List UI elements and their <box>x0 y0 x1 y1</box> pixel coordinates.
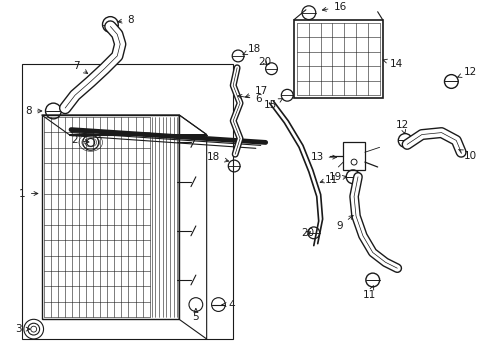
Text: 2: 2 <box>71 135 89 145</box>
Text: 17: 17 <box>245 86 267 98</box>
Text: 20: 20 <box>301 228 313 238</box>
Bar <box>343 143 364 170</box>
Text: 10: 10 <box>458 150 476 161</box>
Text: 1: 1 <box>19 189 38 198</box>
Text: 13: 13 <box>310 152 336 162</box>
Text: 12: 12 <box>395 120 408 134</box>
Text: 9: 9 <box>336 216 352 231</box>
Bar <box>293 19 382 98</box>
Bar <box>22 64 233 339</box>
Text: 7: 7 <box>73 61 87 73</box>
Text: 12: 12 <box>457 67 476 77</box>
Text: 3: 3 <box>15 324 30 334</box>
Text: 6: 6 <box>237 94 261 104</box>
Text: 11: 11 <box>363 286 376 300</box>
Polygon shape <box>179 115 206 339</box>
Text: 5: 5 <box>192 309 199 322</box>
Text: 8: 8 <box>118 15 133 24</box>
Text: 15: 15 <box>264 99 282 110</box>
Text: 18: 18 <box>207 152 228 162</box>
Text: 4: 4 <box>222 300 234 310</box>
Text: 20: 20 <box>257 57 270 67</box>
Text: 11: 11 <box>325 175 346 185</box>
Text: 19: 19 <box>320 172 341 183</box>
Text: 14: 14 <box>383 59 402 69</box>
Text: 8: 8 <box>25 106 41 116</box>
Text: 16: 16 <box>322 2 346 12</box>
Text: 18: 18 <box>242 44 261 55</box>
